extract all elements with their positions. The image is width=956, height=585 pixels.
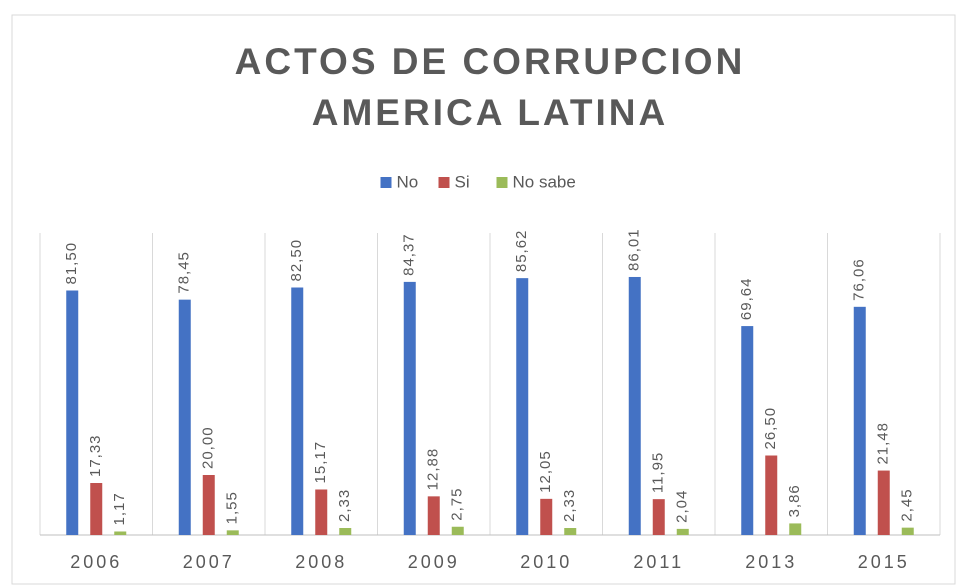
value-label: 85,62 — [513, 230, 530, 273]
legend-label: Si — [455, 172, 470, 191]
bar — [652, 499, 665, 535]
value-label: 11,95 — [650, 452, 667, 493]
value-label: 12,88 — [425, 448, 442, 491]
bar — [540, 498, 553, 535]
value-label: 21,48 — [875, 422, 892, 465]
legend-label: No — [397, 172, 419, 191]
value-label: 12,05 — [537, 450, 554, 493]
value-label: 26,50 — [762, 407, 779, 450]
value-label: 2,33 — [561, 489, 578, 522]
value-label: 17,33 — [87, 434, 104, 477]
x-tick-label: 2010 — [520, 552, 572, 572]
bar — [516, 278, 529, 535]
bar — [765, 455, 778, 535]
value-label: 2,33 — [336, 489, 353, 522]
bar — [427, 496, 440, 535]
x-tick-label: 2006 — [70, 552, 122, 572]
bar — [339, 528, 352, 535]
bar — [202, 475, 215, 535]
value-label: 86,01 — [626, 228, 643, 271]
x-tick-label: 2015 — [858, 552, 910, 572]
x-tick-label: 2009 — [408, 552, 460, 572]
value-label: 2,04 — [674, 490, 691, 523]
bar — [315, 489, 328, 535]
bar — [853, 306, 866, 535]
value-label: 20,00 — [200, 426, 217, 469]
bar — [901, 527, 914, 535]
bar — [90, 483, 103, 535]
value-label: 69,64 — [738, 278, 755, 321]
x-tick-label: 2013 — [745, 552, 797, 572]
value-label: 15,17 — [312, 441, 329, 484]
value-label: 2,45 — [899, 488, 916, 521]
bar — [226, 530, 239, 535]
legend-label: No sabe — [513, 172, 576, 191]
legend-swatch — [438, 177, 450, 188]
bar — [403, 281, 416, 535]
bar — [291, 287, 304, 535]
value-label: 3,86 — [786, 484, 803, 517]
bar — [564, 528, 577, 535]
bar — [877, 470, 890, 535]
bar — [451, 526, 464, 535]
bar — [178, 299, 191, 535]
x-tick-label: 2011 — [633, 552, 684, 572]
value-label: 84,37 — [401, 233, 418, 276]
bar — [66, 290, 79, 535]
x-tick-label: 2007 — [183, 552, 235, 572]
value-label: 2,75 — [449, 488, 466, 521]
value-label: 1,55 — [224, 491, 241, 524]
chart-border — [11, 14, 956, 585]
value-label: 1,17 — [111, 492, 128, 525]
bar — [628, 276, 641, 535]
value-label: 81,50 — [63, 242, 80, 285]
value-label: 78,45 — [176, 251, 193, 294]
x-tick-label: 2008 — [295, 552, 347, 572]
bar — [741, 326, 754, 535]
value-label: 76,06 — [851, 258, 868, 301]
chart-title: ACTOS DE CORRUPCION — [235, 41, 746, 82]
bar — [114, 531, 127, 535]
chart-title: AMERICA LATINA — [312, 92, 668, 133]
bar — [676, 528, 689, 535]
legend-swatch — [380, 177, 392, 188]
value-label: 82,50 — [288, 239, 305, 282]
legend-swatch — [496, 177, 508, 188]
bar — [789, 523, 802, 535]
